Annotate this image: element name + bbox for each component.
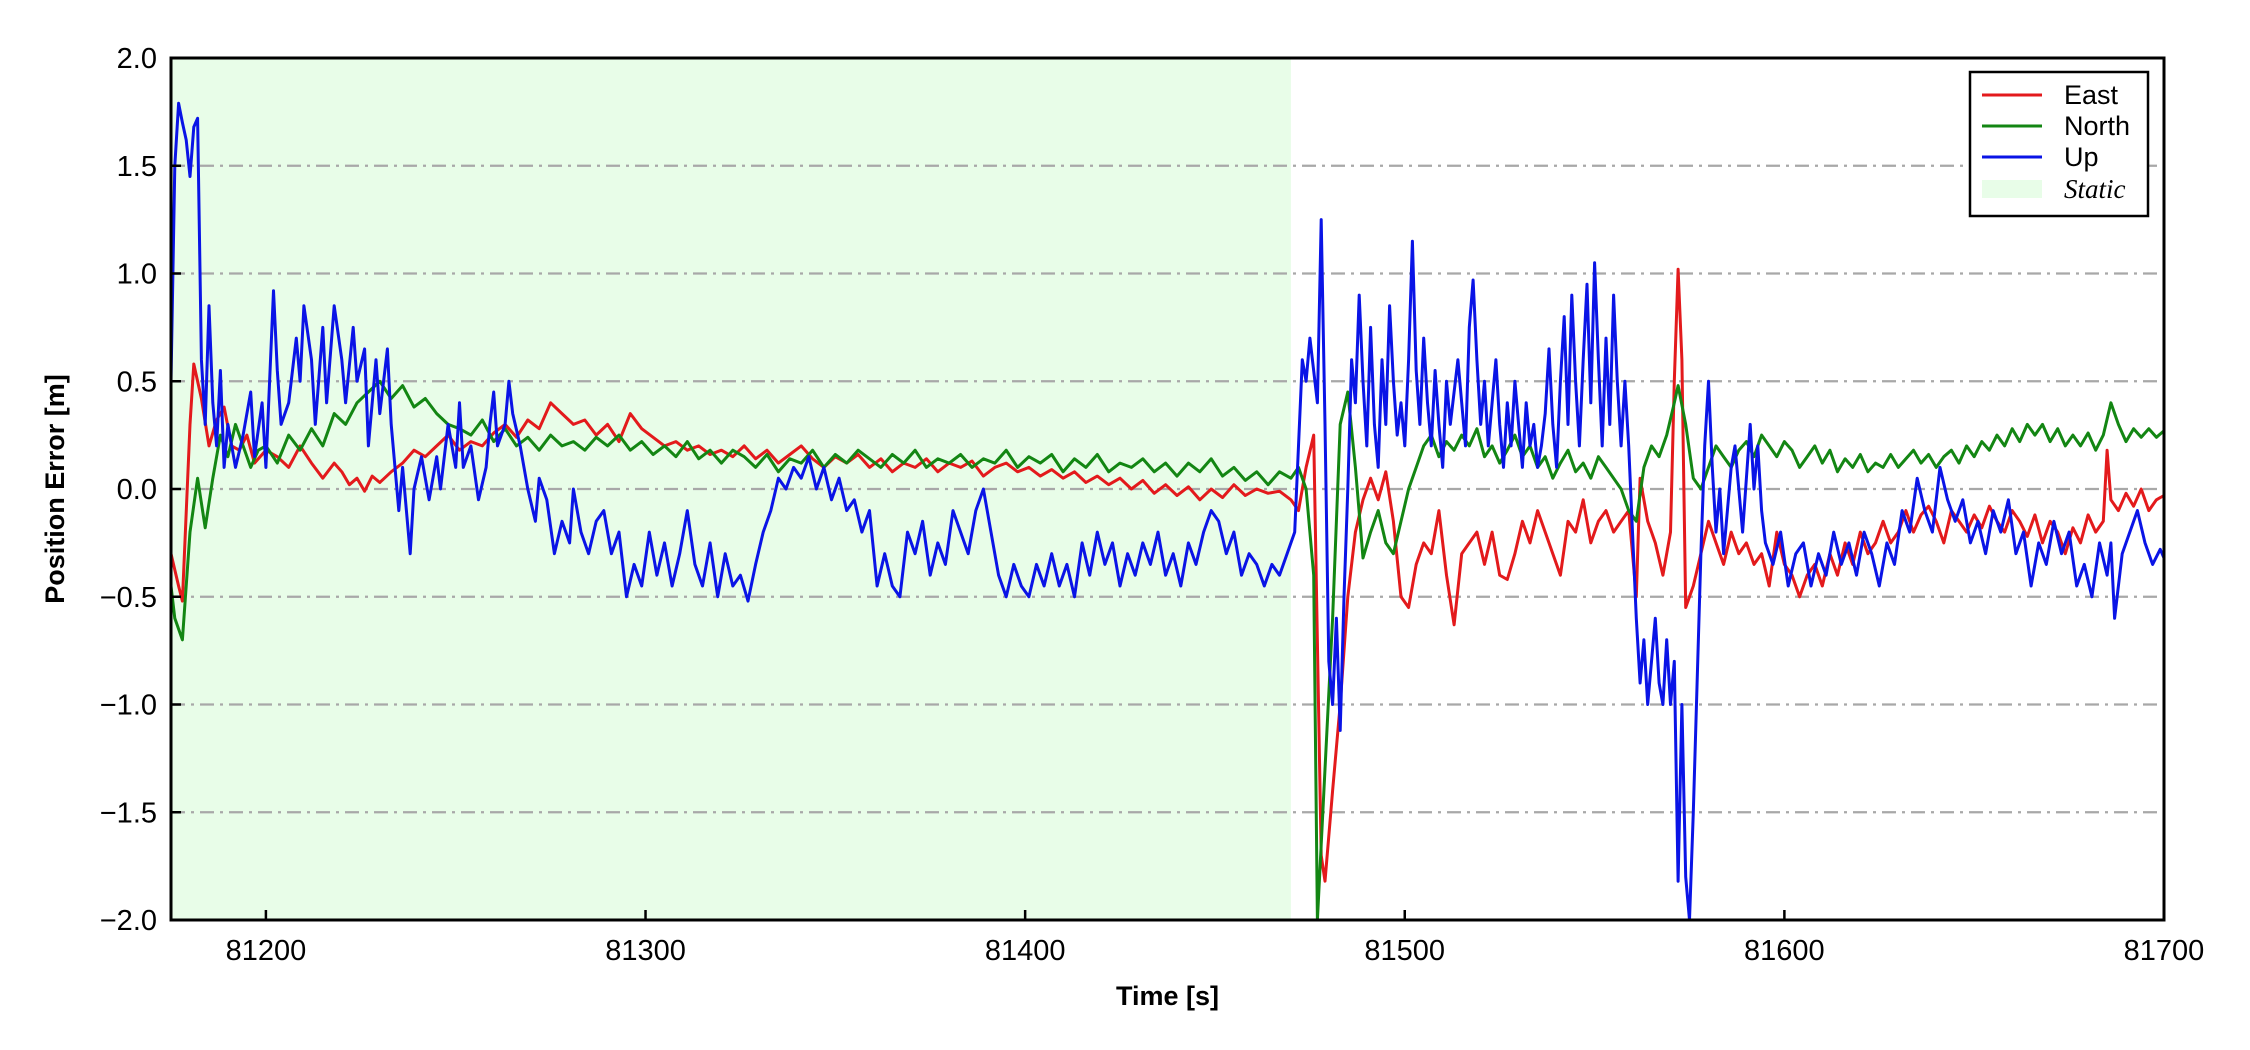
legend-swatch-static: [1982, 180, 2042, 198]
y-tick-label: 1.5: [117, 151, 157, 183]
x-tick-label: 81300: [605, 935, 686, 967]
x-tick-label: 81500: [1364, 935, 1445, 967]
legend-label-north: North: [2064, 111, 2130, 141]
x-tick-label: 81200: [226, 935, 307, 967]
legend-label-up: Up: [2064, 142, 2099, 172]
x-tick-label: 81400: [985, 935, 1066, 967]
series-group: [169, 101, 2166, 922]
y-tick-label: −1.0: [100, 690, 157, 722]
x-axis-title: Time [s]: [1116, 981, 1219, 1011]
y-tick-label: 2.0: [117, 43, 157, 75]
y-axis-title: Position Error [m]: [40, 374, 70, 604]
y-tick-label: −0.5: [100, 582, 157, 614]
ticks: 81200 81300 81400 81500 81600 81700 2.0 1.5 1.0 0…: [100, 43, 2205, 967]
x-tick-label: 81600: [1744, 935, 1825, 967]
y-tick-label: 0.0: [117, 474, 157, 506]
series-line-north: [169, 379, 2165, 922]
grid: [171, 164, 2164, 814]
y-tick-label: 0.5: [117, 366, 157, 398]
legend-label-east: East: [2064, 80, 2119, 110]
y-tick-label: 1.0: [117, 259, 157, 291]
y-tick-label: −1.5: [100, 797, 157, 829]
y-tick-label: −2.0: [100, 905, 157, 937]
series-line-up: [169, 101, 2166, 922]
legend-label-static: Static: [2064, 174, 2126, 204]
x-tick-label: 81700: [2124, 935, 2205, 967]
